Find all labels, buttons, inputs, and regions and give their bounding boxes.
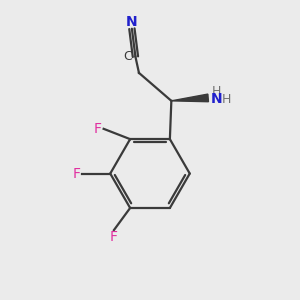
Text: F: F [109, 230, 117, 244]
Text: H: H [212, 85, 221, 98]
Text: C: C [123, 50, 132, 63]
Text: N: N [211, 92, 222, 106]
Text: F: F [94, 122, 102, 136]
Text: N: N [125, 15, 137, 29]
Text: F: F [72, 167, 80, 181]
Polygon shape [171, 94, 208, 102]
Text: H: H [222, 93, 231, 106]
